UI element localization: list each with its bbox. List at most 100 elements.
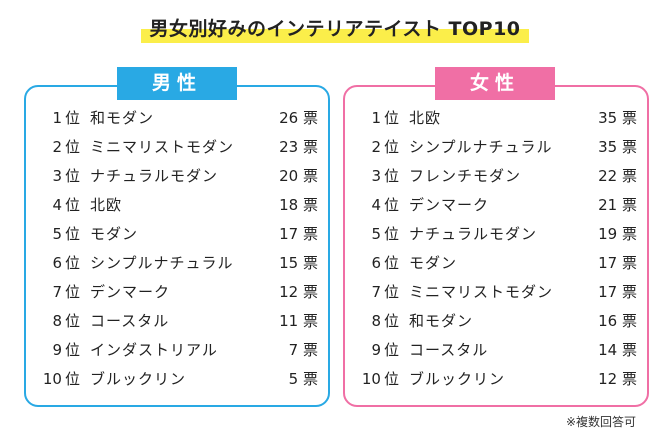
style-name: モダン [90,225,139,243]
vote-count: 18 票 [279,191,318,220]
rank-label: 7 位 [353,278,399,307]
vote-count: 15 票 [279,249,318,278]
vote-count: 17 票 [598,278,637,307]
female-ranking-row: 3 位フレンチモダン 22 票 [345,162,651,191]
style-name: 和モダン [90,109,155,127]
vote-suffix: 票 [302,370,318,388]
style-name: コースタル [90,312,170,330]
vote-count: 11 票 [279,307,318,336]
rank-number: 7 [371,283,381,301]
rank-label: 1 位 [34,104,80,133]
female-ranking-row: 1 位北欧 35 票 [345,104,651,133]
rank-label: 1 位 [353,104,399,133]
rank-number: 8 [371,312,381,330]
style-name: ミニマリストモダン [409,283,554,301]
male-ranking-row: 10 位ブルックリン 5 票 [26,365,332,394]
vote-count: 19 票 [598,220,637,249]
female-badge: 女性 [435,67,555,100]
rank-number: 1 [371,109,381,127]
female-ranking-row: 5 位ナチュラルモダン 19 票 [345,220,651,249]
vote-suffix: 票 [302,312,318,330]
rank-label: 9 位 [34,336,80,365]
rank-number: 1 [52,109,62,127]
rank-label: 8 位 [34,307,80,336]
style-name: ブルックリン [409,370,506,388]
vote-number: 23 [279,138,299,156]
rank-label: 5 位 [34,220,80,249]
rank-suffix: 位 [383,370,399,388]
style-name: ブルックリン [90,370,187,388]
vote-number: 11 [279,312,299,330]
vote-suffix: 票 [621,196,637,214]
rank-suffix: 位 [64,341,80,359]
vote-count: 20 票 [279,162,318,191]
vote-suffix: 票 [621,283,637,301]
rank-label: 5 位 [353,220,399,249]
vote-count: 12 票 [598,365,637,394]
vote-suffix: 票 [302,109,318,127]
vote-suffix: 票 [302,167,318,185]
rank-suffix: 位 [383,341,399,359]
vote-number: 17 [279,225,299,243]
rank-number: 9 [52,341,62,359]
title-wrap: 男女別好みのインテリアテイスト TOP10 [0,14,670,44]
rank-number: 3 [371,167,381,185]
vote-count: 17 票 [598,249,637,278]
rank-number: 8 [52,312,62,330]
rank-label: 4 位 [34,191,80,220]
rank-number: 3 [52,167,62,185]
style-name: シンプルナチュラル [409,138,553,156]
male-ranking-row: 4 位北欧 18 票 [26,191,332,220]
style-name: 北欧 [409,109,442,127]
rank-suffix: 位 [64,254,80,272]
rank-suffix: 位 [64,370,80,388]
rank-number: 2 [52,138,62,156]
rank-label: 7 位 [34,278,80,307]
style-name: ナチュラルモダン [90,167,219,185]
vote-count: 16 票 [598,307,637,336]
rank-number: 5 [371,225,381,243]
vote-count: 23 票 [279,133,318,162]
vote-number: 15 [279,254,299,272]
vote-number: 5 [288,370,299,388]
rank-number: 10 [361,370,381,388]
vote-number: 35 [598,109,618,127]
vote-count: 35 票 [598,104,637,133]
male-ranking-row: 6 位シンプルナチュラル 15 票 [26,249,332,278]
rank-suffix: 位 [64,138,80,156]
page-title-text: 男女別好みのインテリアテイスト TOP10 [149,18,521,40]
style-name: デンマーク [90,283,171,301]
vote-number: 7 [288,341,299,359]
male-badge: 男性 [117,67,237,100]
vote-count: 7 票 [289,336,318,365]
vote-count: 14 票 [598,336,637,365]
rank-suffix: 位 [383,167,399,185]
rank-suffix: 位 [64,225,80,243]
vote-suffix: 票 [621,370,637,388]
style-name: コースタル [409,341,489,359]
vote-suffix: 票 [302,254,318,272]
male-ranking-row: 1 位和モダン 26 票 [26,104,332,133]
vote-suffix: 票 [302,196,318,214]
vote-number: 18 [279,196,299,214]
vote-suffix: 票 [621,109,637,127]
vote-suffix: 票 [621,167,637,185]
rank-number: 5 [52,225,62,243]
vote-suffix: 票 [621,254,637,272]
male-ranking-row: 2 位ミニマリストモダン 23 票 [26,133,332,162]
rank-number: 7 [52,283,62,301]
rank-label: 10 位 [353,365,399,394]
vote-number: 16 [598,312,618,330]
vote-number: 20 [279,167,299,185]
rank-suffix: 位 [383,196,399,214]
rank-label: 6 位 [34,249,80,278]
rank-label: 2 位 [353,133,399,162]
rank-number: 2 [371,138,381,156]
vote-number: 12 [598,370,618,388]
rank-suffix: 位 [64,312,80,330]
style-name: ミニマリストモダン [90,138,235,156]
rank-number: 9 [371,341,381,359]
rank-suffix: 位 [383,138,399,156]
rank-suffix: 位 [64,167,80,185]
